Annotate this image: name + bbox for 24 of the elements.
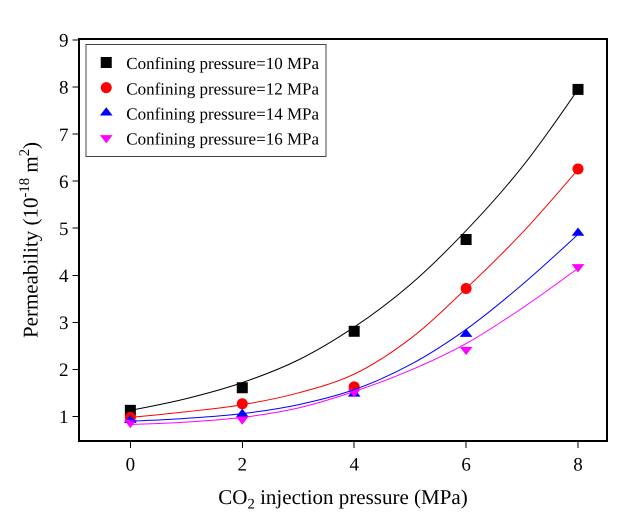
y-tick-label: 3 [58, 313, 68, 334]
y-tick-label: 9 [58, 30, 68, 52]
legend-label: Confining pressure=12 MPa [126, 79, 320, 98]
legend-label: Confining pressure=10 MPa [126, 54, 320, 74]
legend-label: Confining pressure=14 MPa [126, 104, 320, 124]
legend-label: Confining pressure=16 MPa [126, 129, 320, 148]
y-tick-label: 5 [58, 218, 68, 240]
y-tick-label: 6 [58, 172, 68, 193]
x-tick-label: 4 [349, 454, 360, 476]
point [460, 234, 472, 246]
x-tick-label: 8 [573, 454, 583, 476]
point [348, 326, 360, 337]
point [572, 163, 584, 174]
y-tick-label: 8 [58, 78, 68, 99]
y-tick-label: 2 [58, 360, 68, 382]
y-tick-label: 1 [58, 407, 68, 428]
x-axis-title: CO$_{2}$ injection pressure (MPa) [218, 485, 468, 513]
y-tick-label: 4 [58, 266, 69, 287]
x-tick-label: 6 [461, 454, 471, 476]
y-tick-label: 7 [58, 124, 68, 146]
x-tick-label: 0 [126, 454, 136, 476]
point [236, 382, 248, 394]
x-tick-label: 2 [238, 454, 248, 476]
point [572, 84, 584, 95]
